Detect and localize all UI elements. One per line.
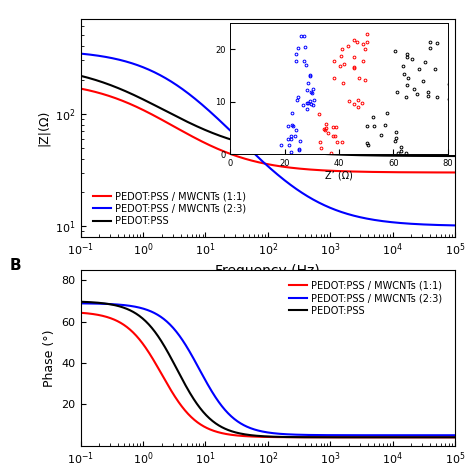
Text: B: B (9, 258, 21, 273)
X-axis label: Frequency (Hz): Frequency (Hz) (216, 264, 320, 278)
Legend: PEDOT:PSS / MWCNTs (1:1), PEDOT:PSS / MWCNTs (2:3), PEDOT:PSS: PEDOT:PSS / MWCNTs (1:1), PEDOT:PSS / MW… (89, 187, 250, 230)
Y-axis label: Phase (°): Phase (°) (43, 329, 56, 387)
Legend: PEDOT:PSS / MWCNTs (1:1), PEDOT:PSS / MWCNTs (2:3), PEDOT:PSS: PEDOT:PSS / MWCNTs (1:1), PEDOT:PSS / MW… (285, 277, 447, 319)
Y-axis label: |Z|(Ω): |Z|(Ω) (36, 110, 50, 146)
